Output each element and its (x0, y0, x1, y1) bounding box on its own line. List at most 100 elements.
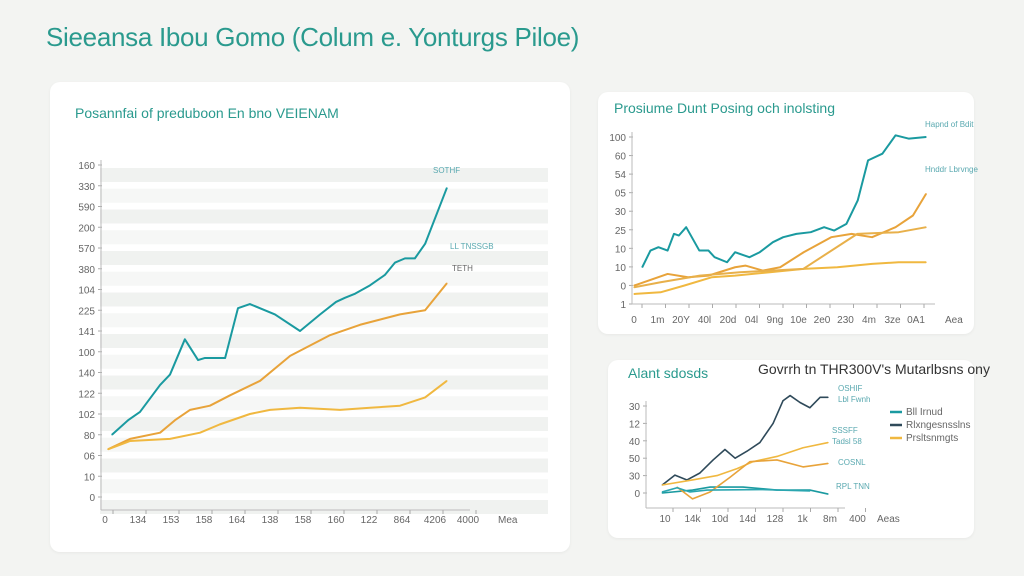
y-tick-label: 160 (78, 161, 95, 172)
data-point (857, 199, 859, 202)
data-point (359, 324, 361, 326)
data-point (749, 461, 751, 463)
x-tick-label: 4m (862, 315, 876, 326)
data-point (657, 246, 660, 248)
x-tick-label: 160 (328, 515, 345, 526)
data-point (674, 474, 676, 476)
series-line (633, 226, 927, 289)
data-point (661, 484, 663, 486)
x-tick-label: 8m (823, 514, 837, 525)
x-tick-label: 10 (659, 514, 671, 525)
data-point (659, 291, 662, 293)
data-point (649, 249, 652, 252)
data-point (833, 229, 835, 232)
x-tick-label: 864 (394, 515, 411, 526)
data-point (776, 459, 778, 461)
y-tick-label: 60 (615, 152, 627, 163)
x-tick-label: 20Y (672, 315, 690, 326)
data-point (827, 396, 829, 398)
series-line (662, 486, 810, 493)
series-line (111, 187, 448, 436)
data-point (354, 293, 356, 295)
data-point (219, 423, 221, 425)
annotation: SOTHF (433, 166, 460, 175)
data-point (159, 432, 161, 434)
y-tick-label: 80 (84, 431, 96, 442)
y-tick-label: 140 (78, 369, 95, 380)
data-point (369, 407, 371, 409)
legend-label: Prsltsnmgts (906, 433, 958, 444)
data-point (204, 357, 206, 359)
data-point (894, 134, 897, 136)
data-point (925, 136, 927, 138)
data-point (689, 491, 691, 493)
y-tick-label: 330 (78, 182, 95, 193)
x-tick-label: 153 (163, 515, 180, 526)
data-point (779, 266, 781, 268)
data-point (736, 468, 738, 470)
x-tick-label: 0 (631, 315, 637, 326)
x-tick-label: 10d (712, 514, 729, 525)
data-point (769, 271, 771, 273)
y-tick-label: 141 (78, 327, 95, 338)
y-tick-label: 40 (629, 437, 641, 448)
data-point (894, 226, 897, 228)
y-tick-label: 30 (629, 402, 641, 413)
data-point (184, 338, 186, 340)
data-point (729, 476, 731, 478)
data-point (199, 432, 201, 434)
x-tick-label: 1m (651, 315, 665, 326)
data-point (691, 479, 694, 481)
data-point (803, 251, 805, 253)
y-tick-label: 104 (78, 286, 95, 297)
data-point (269, 409, 271, 411)
y-tick-label: 06 (84, 452, 96, 463)
legend-label: Rlxngesnsslns (906, 420, 970, 431)
data-point (299, 330, 301, 332)
data-point (127, 419, 129, 421)
y-tick-label: 200 (78, 223, 95, 234)
data-point (229, 394, 231, 396)
data-point (760, 488, 762, 491)
x-tick-label: 40l (698, 315, 711, 326)
data-point (424, 243, 426, 245)
data-point (404, 257, 406, 259)
data-point (776, 455, 778, 458)
x-tick-label: 128 (767, 514, 784, 525)
data-point (633, 286, 635, 288)
data-point (871, 236, 873, 238)
data-point (344, 297, 346, 299)
data-point (424, 396, 426, 398)
data-point (691, 498, 694, 500)
data-point (912, 214, 914, 217)
data-point (809, 490, 811, 492)
y-tick-label: 100 (78, 348, 95, 359)
annotation: LL TNSSGB (450, 242, 494, 251)
y-tick-label: 10 (615, 263, 627, 274)
x-tick-label: 04l (745, 315, 758, 326)
y-tick-label: 122 (78, 389, 95, 400)
data-point (698, 249, 700, 252)
y-tick-label: 30 (615, 207, 627, 218)
y-tick-label: 380 (78, 265, 95, 276)
data-point (799, 401, 801, 404)
x-axis-label: Aea (945, 315, 963, 326)
data-point (827, 462, 829, 465)
data-point (734, 275, 736, 277)
x-tick-label: 14k (684, 514, 701, 525)
data-point (712, 459, 714, 461)
y-tick-label: 102 (78, 410, 95, 421)
data-point (129, 440, 131, 442)
data-point (174, 419, 176, 421)
y-tick-label: 225 (78, 306, 95, 317)
data-point (259, 380, 261, 382)
x-tick-label: 20d (720, 315, 737, 326)
x-tick-label: 134 (130, 515, 147, 526)
data-point (641, 266, 643, 268)
series-line (661, 394, 829, 486)
data-point (810, 231, 812, 233)
x-tick-label: 400 (849, 514, 866, 525)
data-point (716, 475, 718, 477)
data-point (925, 226, 927, 228)
